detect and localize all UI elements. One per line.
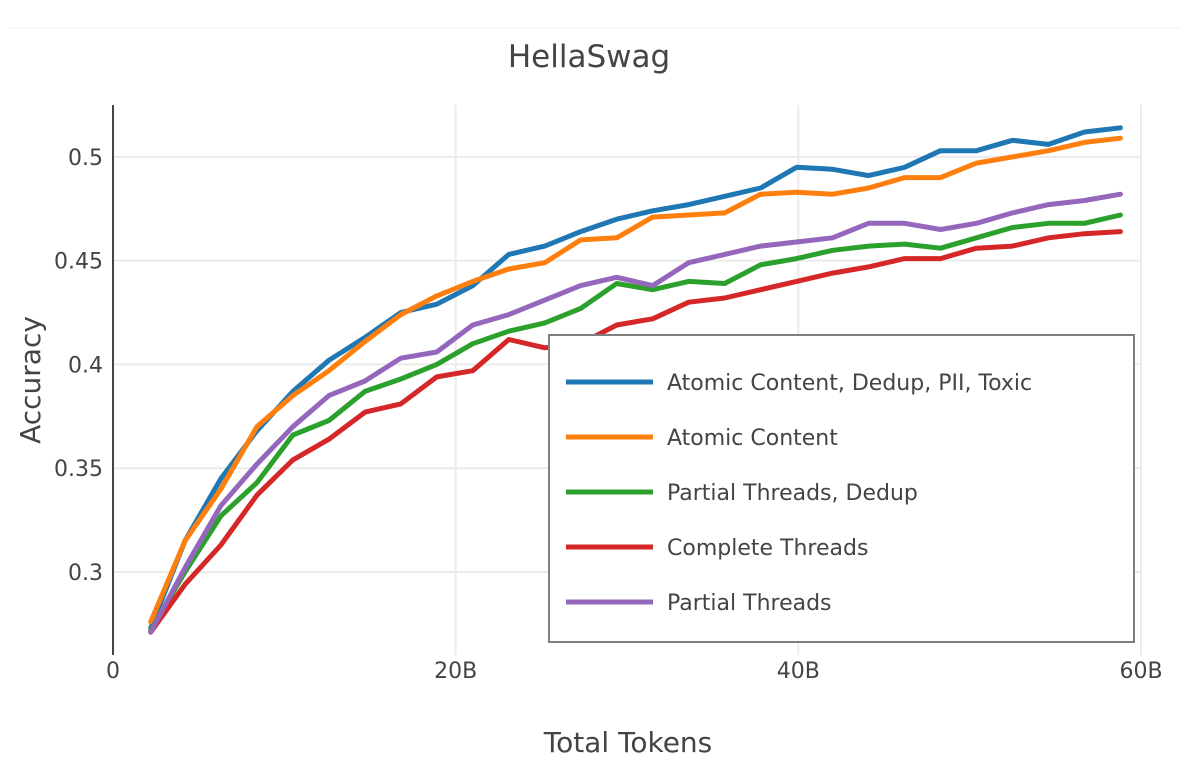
legend-label-atomic-content: Atomic Content <box>667 426 838 451</box>
x-tick-label: 20B <box>434 659 477 684</box>
legend-label-partial-threads: Partial Threads <box>667 591 832 616</box>
series-lines <box>148 125 1123 635</box>
series-line-partial-threads-dedup <box>148 212 1123 633</box>
legend-label-complete-threads: Complete Threads <box>667 536 868 561</box>
y-tick-label: 0.45 <box>54 250 103 275</box>
x-tick-label: 60B <box>1119 659 1162 684</box>
x-tick-labels: 0 20B 40B 60B <box>106 659 1163 684</box>
y-axis-title: Accuracy <box>14 316 47 444</box>
y-tick-label: 0.3 <box>68 561 103 586</box>
series-line-partial-threads <box>148 191 1123 635</box>
legend: Atomic Content, Dedup, PII, Toxic Atomic … <box>548 334 1135 643</box>
x-tick-label: 0 <box>106 659 120 684</box>
y-tick-labels: 0.3 0.35 0.4 0.45 0.5 <box>54 146 103 586</box>
legend-label-partial-threads-dedup: Partial Threads, Dedup <box>667 481 918 506</box>
series-line-atomic-content-dedup-pii-toxic <box>148 125 1123 631</box>
y-tick-label: 0.4 <box>68 353 103 378</box>
legend-box <box>548 334 1135 643</box>
legend-label-atomic-content-dedup-pii-toxic: Atomic Content, Dedup, PII, Toxic <box>667 371 1032 396</box>
series-line-complete-threads <box>148 229 1123 635</box>
series-line-atomic-content <box>148 135 1123 625</box>
x-tick-label: 40B <box>777 659 820 684</box>
chart-title: HellaSwag <box>508 39 670 75</box>
y-tick-label: 0.35 <box>54 457 103 482</box>
legend-items: Atomic Content, Dedup, PII, Toxic Atomic … <box>566 371 1032 616</box>
x-axis-title: Total Tokens <box>543 726 713 759</box>
y-tick-label: 0.5 <box>68 146 103 171</box>
